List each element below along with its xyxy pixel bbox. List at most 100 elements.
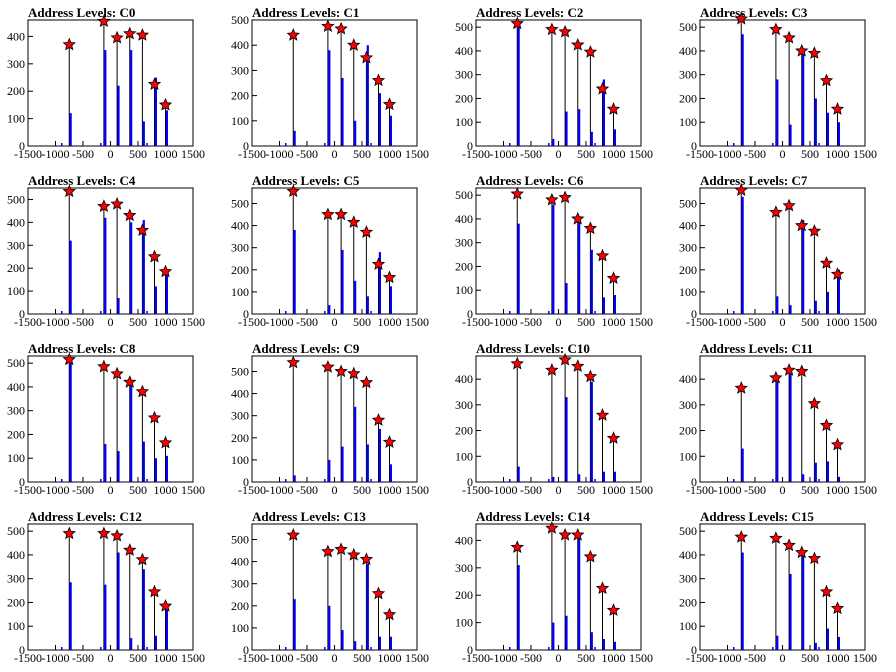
y-tick-label: 400 (455, 372, 473, 386)
y-tick-label: 100 (679, 619, 697, 633)
peak-marker (734, 381, 749, 394)
histogram-bar (69, 363, 72, 482)
histogram-bar (154, 77, 157, 146)
peak-marker (769, 205, 783, 219)
peak-marker (595, 581, 610, 595)
histogram-bar (613, 471, 616, 482)
histogram-bar (366, 45, 369, 147)
histogram-bar (341, 249, 344, 314)
plot-frame (475, 355, 642, 483)
histogram-bar (370, 479, 372, 482)
histogram-bar (293, 599, 296, 650)
peak-marker (734, 11, 749, 25)
histogram-bar (69, 240, 72, 314)
x-tick-label: -1000 (490, 651, 518, 665)
x-tick-label: 500 (353, 315, 371, 329)
y-tick-label: 400 (7, 215, 25, 229)
histogram-bar (146, 479, 148, 482)
panel-title: Address Levels: C8 (28, 341, 136, 356)
x-tick-label: -1000 (490, 483, 518, 497)
y-tick-label: 300 (679, 68, 697, 82)
x-tick-label: 1000 (154, 651, 178, 665)
peak-marker (286, 28, 300, 41)
histogram-bar (772, 143, 774, 146)
x-tick-label: -1000 (714, 147, 742, 161)
x-tick-label: -1000 (490, 315, 518, 329)
y-tick-label: 400 (7, 29, 25, 43)
histogram-bar (285, 311, 287, 314)
peak-marker (158, 264, 173, 278)
y-tick-label: 400 (7, 548, 25, 562)
y-tick-label: 300 (679, 572, 697, 586)
panel-title: Address Levels: C15 (700, 509, 814, 524)
x-tick-label: 1000 (602, 315, 626, 329)
y-tick-label: 0 (691, 475, 697, 489)
peak-marker (135, 223, 150, 237)
peak-marker (97, 359, 111, 373)
histogram-bar (602, 639, 605, 650)
peak-marker (334, 21, 348, 35)
y-tick-label: 200 (7, 595, 25, 609)
peak-marker (346, 38, 361, 51)
histogram-bar (826, 291, 829, 314)
histogram-bar (354, 406, 357, 482)
y-tick-label: 200 (679, 595, 697, 609)
peak-marker (110, 196, 124, 210)
peak-marker (830, 437, 845, 451)
peak-marker (819, 73, 834, 87)
x-tick-label: -1500 (14, 651, 42, 665)
histogram-bar (146, 143, 148, 146)
x-tick-label: -1500 (686, 483, 714, 497)
histogram-bar (789, 573, 792, 650)
x-tick-label: 500 (129, 483, 147, 497)
y-tick-label: 500 (7, 192, 25, 206)
y-tick-label: 500 (679, 524, 697, 538)
y-tick-label: 0 (19, 139, 25, 153)
histogram-bar (378, 636, 381, 650)
x-tick-label: -500 (72, 651, 94, 665)
histogram-bar (389, 636, 392, 650)
histogram-bar (590, 131, 593, 146)
x-tick-label: 1000 (826, 483, 850, 497)
x-tick-label: 500 (577, 483, 595, 497)
histogram-bar (142, 441, 145, 482)
y-tick-label: 0 (691, 307, 697, 321)
y-tick-label: 0 (243, 475, 249, 489)
histogram-bar (341, 77, 344, 146)
x-tick-label: -500 (520, 483, 542, 497)
histogram-bar (146, 647, 148, 650)
peak-marker (510, 186, 525, 200)
histogram-bar (285, 143, 287, 146)
histogram-bar (578, 216, 581, 314)
y-tick-label: 500 (679, 196, 697, 210)
y-tick-label: 400 (455, 212, 473, 226)
y-tick-label: 400 (231, 555, 249, 569)
x-tick-label: -1500 (686, 147, 714, 161)
plot-frame (475, 187, 642, 315)
peak-marker (382, 435, 397, 448)
histogram-bar (776, 381, 779, 482)
y-tick-label: 100 (455, 115, 473, 129)
histogram-bar (341, 446, 344, 482)
peak-marker (371, 257, 386, 270)
y-tick-label: 500 (7, 356, 25, 370)
histogram-bar (826, 461, 829, 482)
histogram-bar (100, 311, 102, 314)
y-tick-label: 100 (231, 453, 249, 467)
peak-marker (62, 352, 77, 366)
peak-marker (510, 540, 525, 553)
histogram-bar (389, 464, 392, 482)
x-tick-label: -1500 (238, 651, 266, 665)
x-tick-label: -1000 (42, 315, 70, 329)
histogram-bar (142, 569, 145, 650)
x-tick-label: 1500 (629, 483, 653, 497)
y-tick-label: 200 (231, 263, 249, 277)
x-tick-label: 500 (129, 651, 147, 665)
x-tick-label: 1000 (378, 315, 402, 329)
histogram-panel: Address Levels: C80100200300400500-1500-… (7, 341, 205, 497)
x-tick-label: 1000 (154, 147, 178, 161)
x-tick-label: 1000 (602, 483, 626, 497)
peak-marker (286, 355, 300, 369)
y-tick-label: 400 (679, 44, 697, 58)
y-tick-label: 0 (691, 139, 697, 153)
